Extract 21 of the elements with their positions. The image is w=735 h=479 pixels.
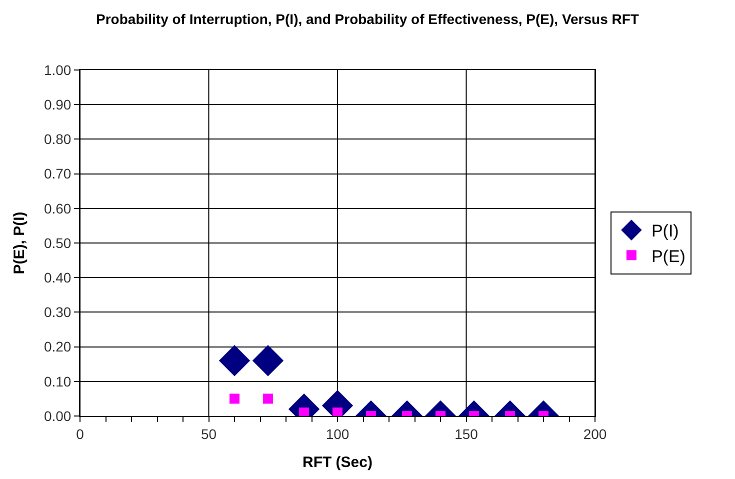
y-tick-label: 0.60 (44, 200, 72, 216)
x-tick-label: 0 (76, 426, 84, 442)
y-tick-label: 0.70 (44, 166, 72, 182)
y-tick-label: 0.80 (44, 131, 72, 148)
y-tick-label: 0.40 (44, 270, 72, 286)
y-tick-label: 0.20 (44, 338, 72, 355)
y-tick-label: 0.90 (44, 96, 72, 112)
y-tick-label: 0.10 (44, 373, 72, 390)
x-tick-label: 200 (583, 426, 607, 442)
x-tick-label: 150 (454, 426, 478, 442)
legend-label: P(E) (651, 246, 686, 266)
x-tick-label: 50 (200, 426, 217, 442)
y-axis-title: P(E), P(I) (11, 212, 28, 274)
y-tick-label: 0.30 (44, 304, 72, 320)
y-tick-label: 0.50 (44, 234, 72, 251)
x-tick-label: 100 (326, 426, 350, 442)
x-axis-title: RFT (Sec) (302, 454, 373, 471)
y-tick-label: 1.00 (44, 62, 72, 78)
chart-title: Probability of Interruption, P(I), and Probability of Effectiveness, P(E), Versus RFT (96, 11, 640, 28)
legend-label: P(I) (651, 222, 679, 241)
y-tick-label: 0.00 (44, 408, 72, 424)
